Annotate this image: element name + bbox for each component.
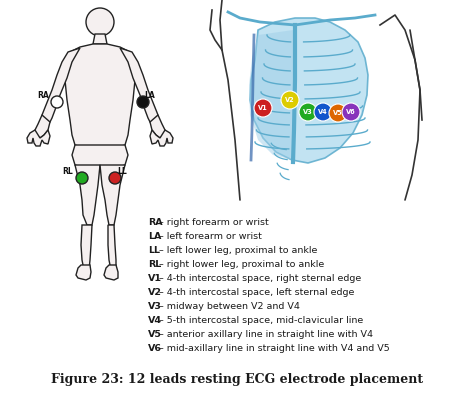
Text: V3: V3 [303,109,313,115]
Polygon shape [27,130,50,146]
Polygon shape [93,34,107,44]
Polygon shape [100,165,125,225]
Polygon shape [35,115,50,138]
Text: LA: LA [148,232,161,241]
Text: – right forearm or wrist: – right forearm or wrist [155,218,268,227]
Circle shape [299,103,317,121]
Text: V1: V1 [258,105,268,111]
Circle shape [76,172,88,184]
Polygon shape [249,30,293,160]
Text: – left lower leg, proximal to ankle: – left lower leg, proximal to ankle [155,246,317,255]
Circle shape [86,8,114,36]
Text: V3: V3 [148,302,162,311]
Text: RA: RA [37,92,49,101]
Circle shape [314,103,332,121]
Polygon shape [108,225,116,270]
Text: V2: V2 [148,288,162,297]
Text: V2: V2 [285,97,295,103]
Text: – midway between V2 and V4: – midway between V2 and V4 [155,302,300,311]
Text: LA: LA [145,92,155,101]
Circle shape [281,91,299,109]
Text: – anterior axillary line in straight line with V4: – anterior axillary line in straight lin… [155,330,373,339]
Text: – 4-th intercostal space, left sternal edge: – 4-th intercostal space, left sternal e… [155,288,354,297]
Polygon shape [72,145,128,168]
Text: – right lower leg, proximal to ankle: – right lower leg, proximal to ankle [155,260,324,269]
Text: LL: LL [117,167,127,176]
Text: V4: V4 [318,109,328,115]
Polygon shape [75,165,100,225]
Circle shape [342,103,360,121]
Circle shape [137,96,149,108]
Text: V6: V6 [148,344,162,353]
Polygon shape [250,18,368,163]
Polygon shape [150,130,173,146]
Circle shape [109,172,121,184]
Polygon shape [65,44,135,148]
Circle shape [329,104,347,122]
Polygon shape [81,225,92,270]
Text: Figure 23: 12 leads resting ECG electrode placement: Figure 23: 12 leads resting ECG electrod… [51,373,423,386]
Text: V4: V4 [148,316,162,325]
Text: RL: RL [63,167,73,176]
Circle shape [254,99,272,117]
Text: RA: RA [148,218,163,227]
Text: – mid-axillary line in straight line with V4 and V5: – mid-axillary line in straight line wit… [155,344,389,353]
Text: V1: V1 [148,274,162,283]
Polygon shape [104,265,118,280]
Text: – left forearm or wrist: – left forearm or wrist [155,232,262,241]
Text: V5: V5 [333,110,343,116]
Polygon shape [42,48,80,122]
Circle shape [51,96,63,108]
Polygon shape [150,115,165,138]
Polygon shape [120,48,158,122]
Text: V6: V6 [346,109,356,115]
Text: V5: V5 [148,330,162,339]
Text: – 5-th intercostal space, mid-clavicular line: – 5-th intercostal space, mid-clavicular… [155,316,363,325]
Text: – 4-th intercostal space, right sternal edge: – 4-th intercostal space, right sternal … [155,274,361,283]
Polygon shape [76,265,91,280]
Text: RL: RL [148,260,161,269]
Text: LL: LL [148,246,160,255]
